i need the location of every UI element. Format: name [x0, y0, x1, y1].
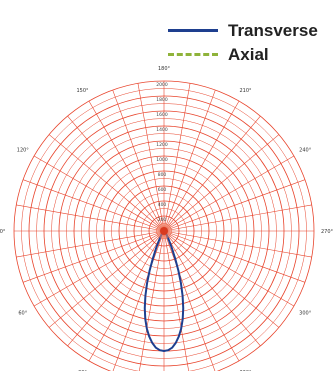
data-point-transverse: [155, 246, 157, 248]
angle-label: 60°: [18, 311, 27, 317]
data-point-transverse: [177, 269, 179, 272]
grid-spoke: [163, 230, 280, 328]
angle-label: 240°: [299, 148, 312, 154]
grid-spoke: [163, 230, 306, 283]
data-point-transverse: [178, 335, 180, 338]
grid-spoke: [139, 230, 165, 371]
legend-item-axial: Axial: [168, 43, 269, 65]
radial-label: 1200: [156, 142, 168, 148]
angle-label: 120°: [17, 148, 30, 154]
grid-spoke: [163, 230, 189, 371]
data-point-transverse: [148, 335, 150, 338]
radial-label: 2000: [156, 82, 168, 88]
angle-label: 210°: [239, 88, 252, 94]
data-point-transverse: [182, 295, 184, 297]
grid-spoke: [16, 204, 165, 232]
grid-spoke: [163, 230, 216, 371]
angle-labels: 180°150°210°120°240°90°270°60°300°30°330…: [0, 66, 334, 371]
data-point-transverse: [151, 342, 153, 344]
grid-spoke: [163, 155, 295, 232]
data-point-transverse: [144, 307, 146, 309]
grid-spoke: [163, 179, 306, 232]
grid-spoke: [137, 83, 165, 232]
data-point-transverse: [144, 318, 146, 320]
legend-swatch-axial: [168, 52, 218, 56]
grid-spoke: [112, 89, 165, 232]
data-point-transverse: [155, 347, 157, 349]
data-point-transverse: [182, 318, 184, 320]
angle-label: 300°: [299, 311, 312, 317]
data-point-transverse: [163, 350, 165, 352]
polar-grid: [13, 80, 315, 371]
legend: Transverse Axial: [168, 14, 333, 66]
grid-spoke: [163, 230, 295, 307]
data-point-transverse: [182, 307, 184, 309]
grid-spoke: [163, 89, 216, 232]
grid-spoke: [88, 230, 165, 362]
legend-item-transverse: Transverse: [168, 19, 318, 41]
grid-spoke: [33, 155, 165, 232]
data-point-transverse: [171, 246, 173, 248]
radial-label: 1600: [156, 112, 168, 118]
center-dot: [160, 227, 168, 235]
data-point-transverse: [152, 258, 154, 260]
radial-label: 800: [158, 172, 167, 178]
grid-spoke: [33, 230, 165, 307]
grid-spoke: [163, 100, 240, 232]
legend-label-axial: Axial: [228, 44, 269, 64]
angle-label: 150°: [76, 88, 89, 94]
grid-spoke: [67, 230, 165, 347]
grid-spoke: [163, 230, 261, 347]
angle-label: 90°: [0, 229, 6, 235]
data-point-transverse: [146, 327, 148, 330]
data-point-transverse: [146, 282, 148, 284]
grid-spoke: [163, 83, 191, 232]
radial-label: 600: [158, 187, 167, 193]
grid-spoke: [48, 134, 165, 232]
data-point-transverse: [175, 342, 177, 344]
angle-label: 180°: [158, 66, 171, 72]
grid-spoke: [163, 115, 261, 232]
legend-swatch-transverse: [168, 28, 218, 32]
radial-label: 1000: [156, 157, 168, 163]
radial-labels: 200 400 600 800 1000 1200 1400 1600 1800 2000: [156, 82, 168, 223]
radial-label: 200: [158, 217, 167, 223]
grid-spoke: [48, 230, 165, 328]
grid-spoke: [163, 204, 312, 232]
radial-label: 1800: [156, 97, 168, 103]
radial-label: 1400: [156, 127, 168, 133]
grid-spoke: [22, 179, 165, 232]
angle-label: 270°: [321, 229, 334, 235]
grid-spoke: [16, 230, 165, 258]
data-point-transverse: [144, 295, 146, 297]
data-point-transverse: [180, 282, 182, 284]
grid-spoke: [88, 100, 165, 232]
center-marker: [156, 223, 172, 239]
data-point-transverse: [149, 269, 151, 272]
data-point-transverse: [159, 349, 161, 351]
data-point-transverse: [171, 347, 173, 349]
radial-label: 400: [158, 202, 167, 208]
data-point-transverse: [174, 258, 176, 260]
legend-label-transverse: Transverse: [228, 20, 318, 40]
data-point-transverse: [180, 327, 182, 330]
data-point-transverse: [167, 349, 169, 351]
grid-spoke: [163, 230, 240, 362]
grid-spoke: [112, 230, 165, 371]
grid-spoke: [163, 134, 280, 232]
grid-spoke: [22, 230, 165, 283]
grid-spoke: [67, 115, 165, 232]
grid-spoke: [163, 230, 312, 258]
